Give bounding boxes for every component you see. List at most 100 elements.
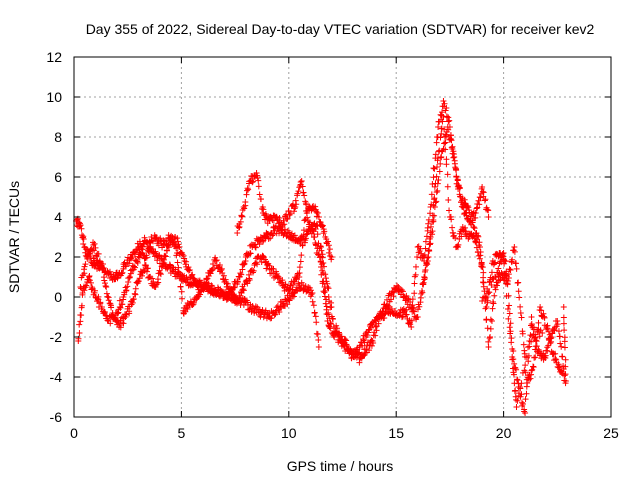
data-point-interp <box>525 358 532 365</box>
data-point-interp <box>483 294 490 301</box>
data-point-interp <box>432 151 439 158</box>
data-point-interp <box>231 284 238 291</box>
data-point-interp <box>517 384 524 391</box>
data-point-interp <box>325 242 332 249</box>
data-point-interp <box>492 274 499 281</box>
data-point-interp <box>103 290 110 297</box>
data-point-interp <box>421 251 428 258</box>
data-point-interp <box>256 191 263 198</box>
data-point-interp <box>245 186 252 193</box>
data-point-interp <box>492 286 499 293</box>
data-point-interp <box>303 201 310 208</box>
data-point <box>425 254 432 260</box>
data-point-interp <box>279 277 286 284</box>
data-point-interp <box>76 330 83 337</box>
data-point-interp <box>513 265 520 272</box>
data-point <box>103 284 110 290</box>
data-point-interp <box>314 331 321 338</box>
data-point-interp <box>427 240 434 247</box>
data-point-interp <box>184 305 191 312</box>
data-point-interp <box>325 238 332 245</box>
data-point-interp <box>269 232 276 239</box>
data-point-interp <box>538 307 545 314</box>
data-point-interp <box>555 364 562 371</box>
data-point-interp <box>437 134 444 141</box>
data-point-interp <box>176 275 183 282</box>
data-point <box>451 154 458 160</box>
data-point-interp <box>449 224 456 231</box>
data-point-interp <box>154 280 161 287</box>
data-point-interp <box>82 261 89 268</box>
data-point-interp <box>87 279 94 286</box>
data-point <box>440 98 447 104</box>
data-point-interp <box>507 320 514 327</box>
data-point-interp <box>343 337 350 344</box>
data-point-interp <box>249 179 256 186</box>
data-point-interp <box>439 118 446 125</box>
data-point-interp <box>518 314 525 321</box>
data-point-interp <box>148 275 155 282</box>
data-point-interp <box>511 248 518 255</box>
data-point-interp <box>386 306 393 313</box>
data-point <box>560 304 567 310</box>
data-point-interp <box>239 213 246 220</box>
data-point-interp <box>96 258 103 265</box>
data-point <box>522 410 529 416</box>
data-point-interp <box>263 265 270 272</box>
data-point-interp <box>77 318 84 325</box>
data-point-interp <box>469 219 476 226</box>
data-point-interp <box>501 270 508 277</box>
data-point-interp <box>294 270 301 277</box>
data-point-interp <box>443 105 450 112</box>
data-point-interp <box>485 338 492 345</box>
data-point-interp <box>168 232 175 239</box>
data-point-interp <box>226 285 233 292</box>
data-point-interp <box>119 269 126 276</box>
data-point-interp <box>466 209 473 216</box>
data-point-interp <box>222 276 229 283</box>
data-point-interp <box>311 309 318 316</box>
data-point-interp <box>445 118 452 125</box>
data-point-interp <box>356 359 363 366</box>
data-point-interp <box>158 263 165 270</box>
data-point-interp <box>322 300 329 307</box>
y-tick-label: 6 <box>54 169 62 185</box>
data-point-interp <box>433 173 440 180</box>
data-point-interp <box>497 258 504 265</box>
data-point-interp <box>523 390 530 397</box>
data-point-interp <box>260 206 267 213</box>
data-point-interp <box>454 177 461 184</box>
data-point-interp <box>533 343 540 350</box>
data-point-interp <box>198 288 205 295</box>
data-point-interp <box>216 262 223 269</box>
data-point-interp <box>124 283 131 290</box>
data-point-interp <box>173 252 180 259</box>
data-point-interp <box>105 297 112 304</box>
data-point-interp <box>521 408 528 415</box>
data-point-interp <box>85 253 92 260</box>
data-point-interp <box>314 209 321 216</box>
data-point-interp <box>446 207 453 214</box>
data-point-interp <box>514 377 521 384</box>
data-point-interp <box>317 219 324 226</box>
data-point-interp <box>291 232 298 239</box>
data-point-interp <box>313 319 320 326</box>
data-point-interp <box>514 280 521 287</box>
x-axis-label: GPS time / hours <box>287 458 394 474</box>
data-point-interp <box>542 352 549 359</box>
data-point-interp <box>91 240 98 247</box>
data-point-interp <box>174 259 181 266</box>
data-point-interp <box>159 244 166 251</box>
data-point-interp <box>235 298 242 305</box>
data-point-interp <box>513 260 520 267</box>
data-point <box>560 366 567 372</box>
y-tick-label: -4 <box>50 369 63 385</box>
data-point-interp <box>561 334 568 341</box>
data-point-interp <box>329 316 336 323</box>
data-point-interp <box>465 235 472 242</box>
data-point-interp <box>252 303 259 310</box>
data-point-interp <box>435 176 442 183</box>
data-point-interp <box>482 196 489 203</box>
data-point-interp <box>366 347 373 354</box>
data-point-interp <box>174 235 181 242</box>
